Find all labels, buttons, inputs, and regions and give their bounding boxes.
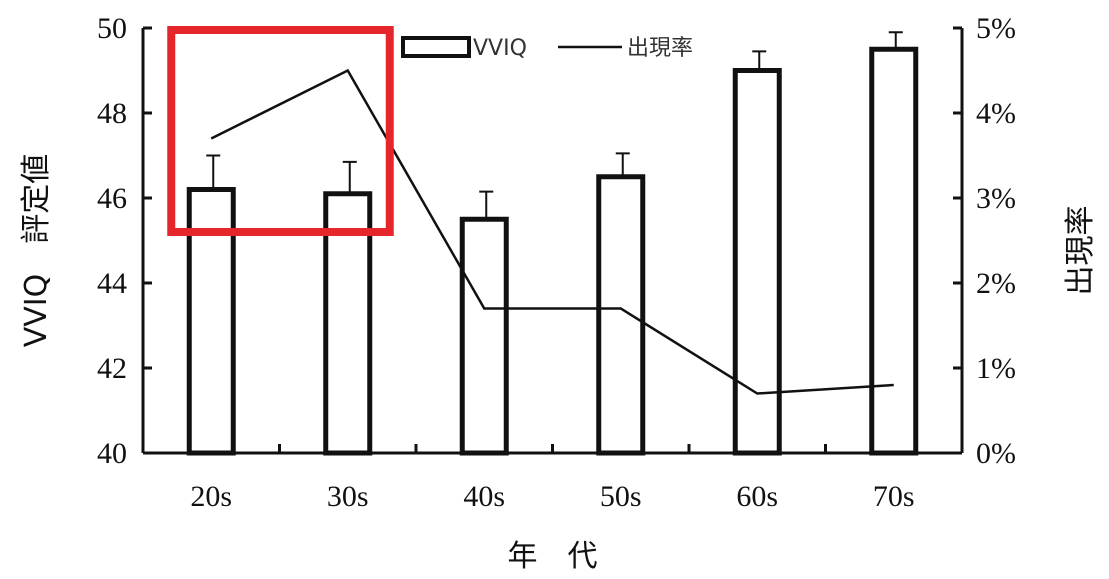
- legend-label-rate: 出現率: [627, 36, 693, 61]
- x-tick-label: 20s: [190, 480, 232, 513]
- x-tick-label: 50s: [600, 480, 642, 513]
- left-tick-label: 48: [97, 97, 127, 130]
- legend-swatch-vviq: [403, 38, 469, 56]
- axis-titles: 年 代 VVIQ 評定値 出現率: [19, 154, 1098, 574]
- bar: [462, 219, 506, 453]
- right-tick-label: 2%: [976, 267, 1016, 300]
- right-tick-label: 5%: [976, 12, 1016, 45]
- bars: [189, 49, 916, 453]
- left-axis-title: VVIQ 評定値: [19, 154, 54, 348]
- right-tick-label: 1%: [976, 352, 1016, 385]
- legend: VVIQ 出現率: [403, 36, 693, 61]
- error-bars: [206, 32, 903, 219]
- bar: [872, 49, 916, 453]
- x-tick-label: 70s: [873, 480, 915, 513]
- left-tick-label: 40: [97, 437, 127, 470]
- x-tick-label: 40s: [463, 480, 505, 513]
- left-tick-label: 46: [97, 182, 127, 215]
- right-tick-label: 3%: [976, 182, 1016, 215]
- x-tick-label: 30s: [327, 480, 369, 513]
- x-axis-title: 年 代: [508, 539, 598, 574]
- right-tick-label: 0%: [976, 437, 1016, 470]
- bar: [735, 71, 779, 454]
- x-tick-label: 60s: [736, 480, 778, 513]
- legend-label-vviq: VVIQ: [473, 36, 527, 61]
- left-tick-label: 44: [97, 267, 127, 300]
- right-axis-title: 出現率: [1063, 206, 1098, 296]
- left-tick-label: 42: [97, 352, 127, 385]
- bar: [599, 177, 643, 453]
- right-tick-label: 4%: [976, 97, 1016, 130]
- left-tick-label: 50: [97, 12, 127, 45]
